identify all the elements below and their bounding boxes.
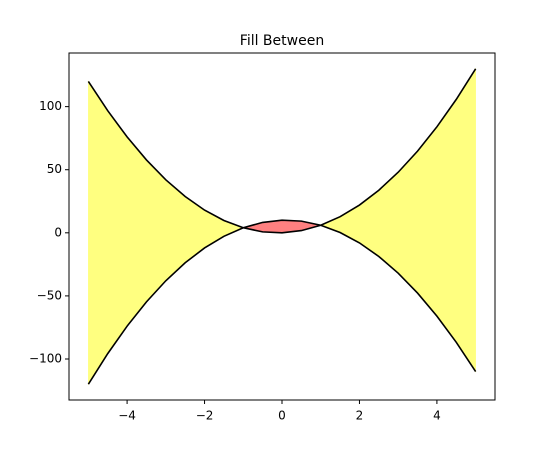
fill-region: [359, 189, 380, 258]
fill-region: [184, 195, 205, 264]
y-tick-label: 0: [54, 225, 62, 239]
x-tick-label: 2: [356, 409, 364, 423]
fill-region: [146, 159, 167, 303]
fill-region: [397, 150, 418, 294]
x-tick-label: −2: [196, 409, 214, 423]
line: [87, 68, 477, 234]
y-tick-label: 100: [39, 99, 62, 113]
fill-region: [88, 80, 109, 386]
fill-region: [455, 67, 476, 373]
fill-region: [436, 98, 457, 344]
x-tick-label: 4: [433, 409, 441, 423]
x-tick-label: −4: [118, 409, 136, 423]
y-tick-label: −50: [37, 288, 62, 302]
y-tick-label: 50: [47, 162, 62, 176]
y-tick-label: −100: [29, 351, 62, 365]
line: [87, 219, 477, 385]
fill-region: [417, 125, 438, 317]
x-tick-label: 0: [278, 409, 286, 423]
fill-region: [126, 136, 147, 328]
chart-title: Fill Between: [240, 33, 324, 49]
fill-region: [107, 109, 128, 355]
